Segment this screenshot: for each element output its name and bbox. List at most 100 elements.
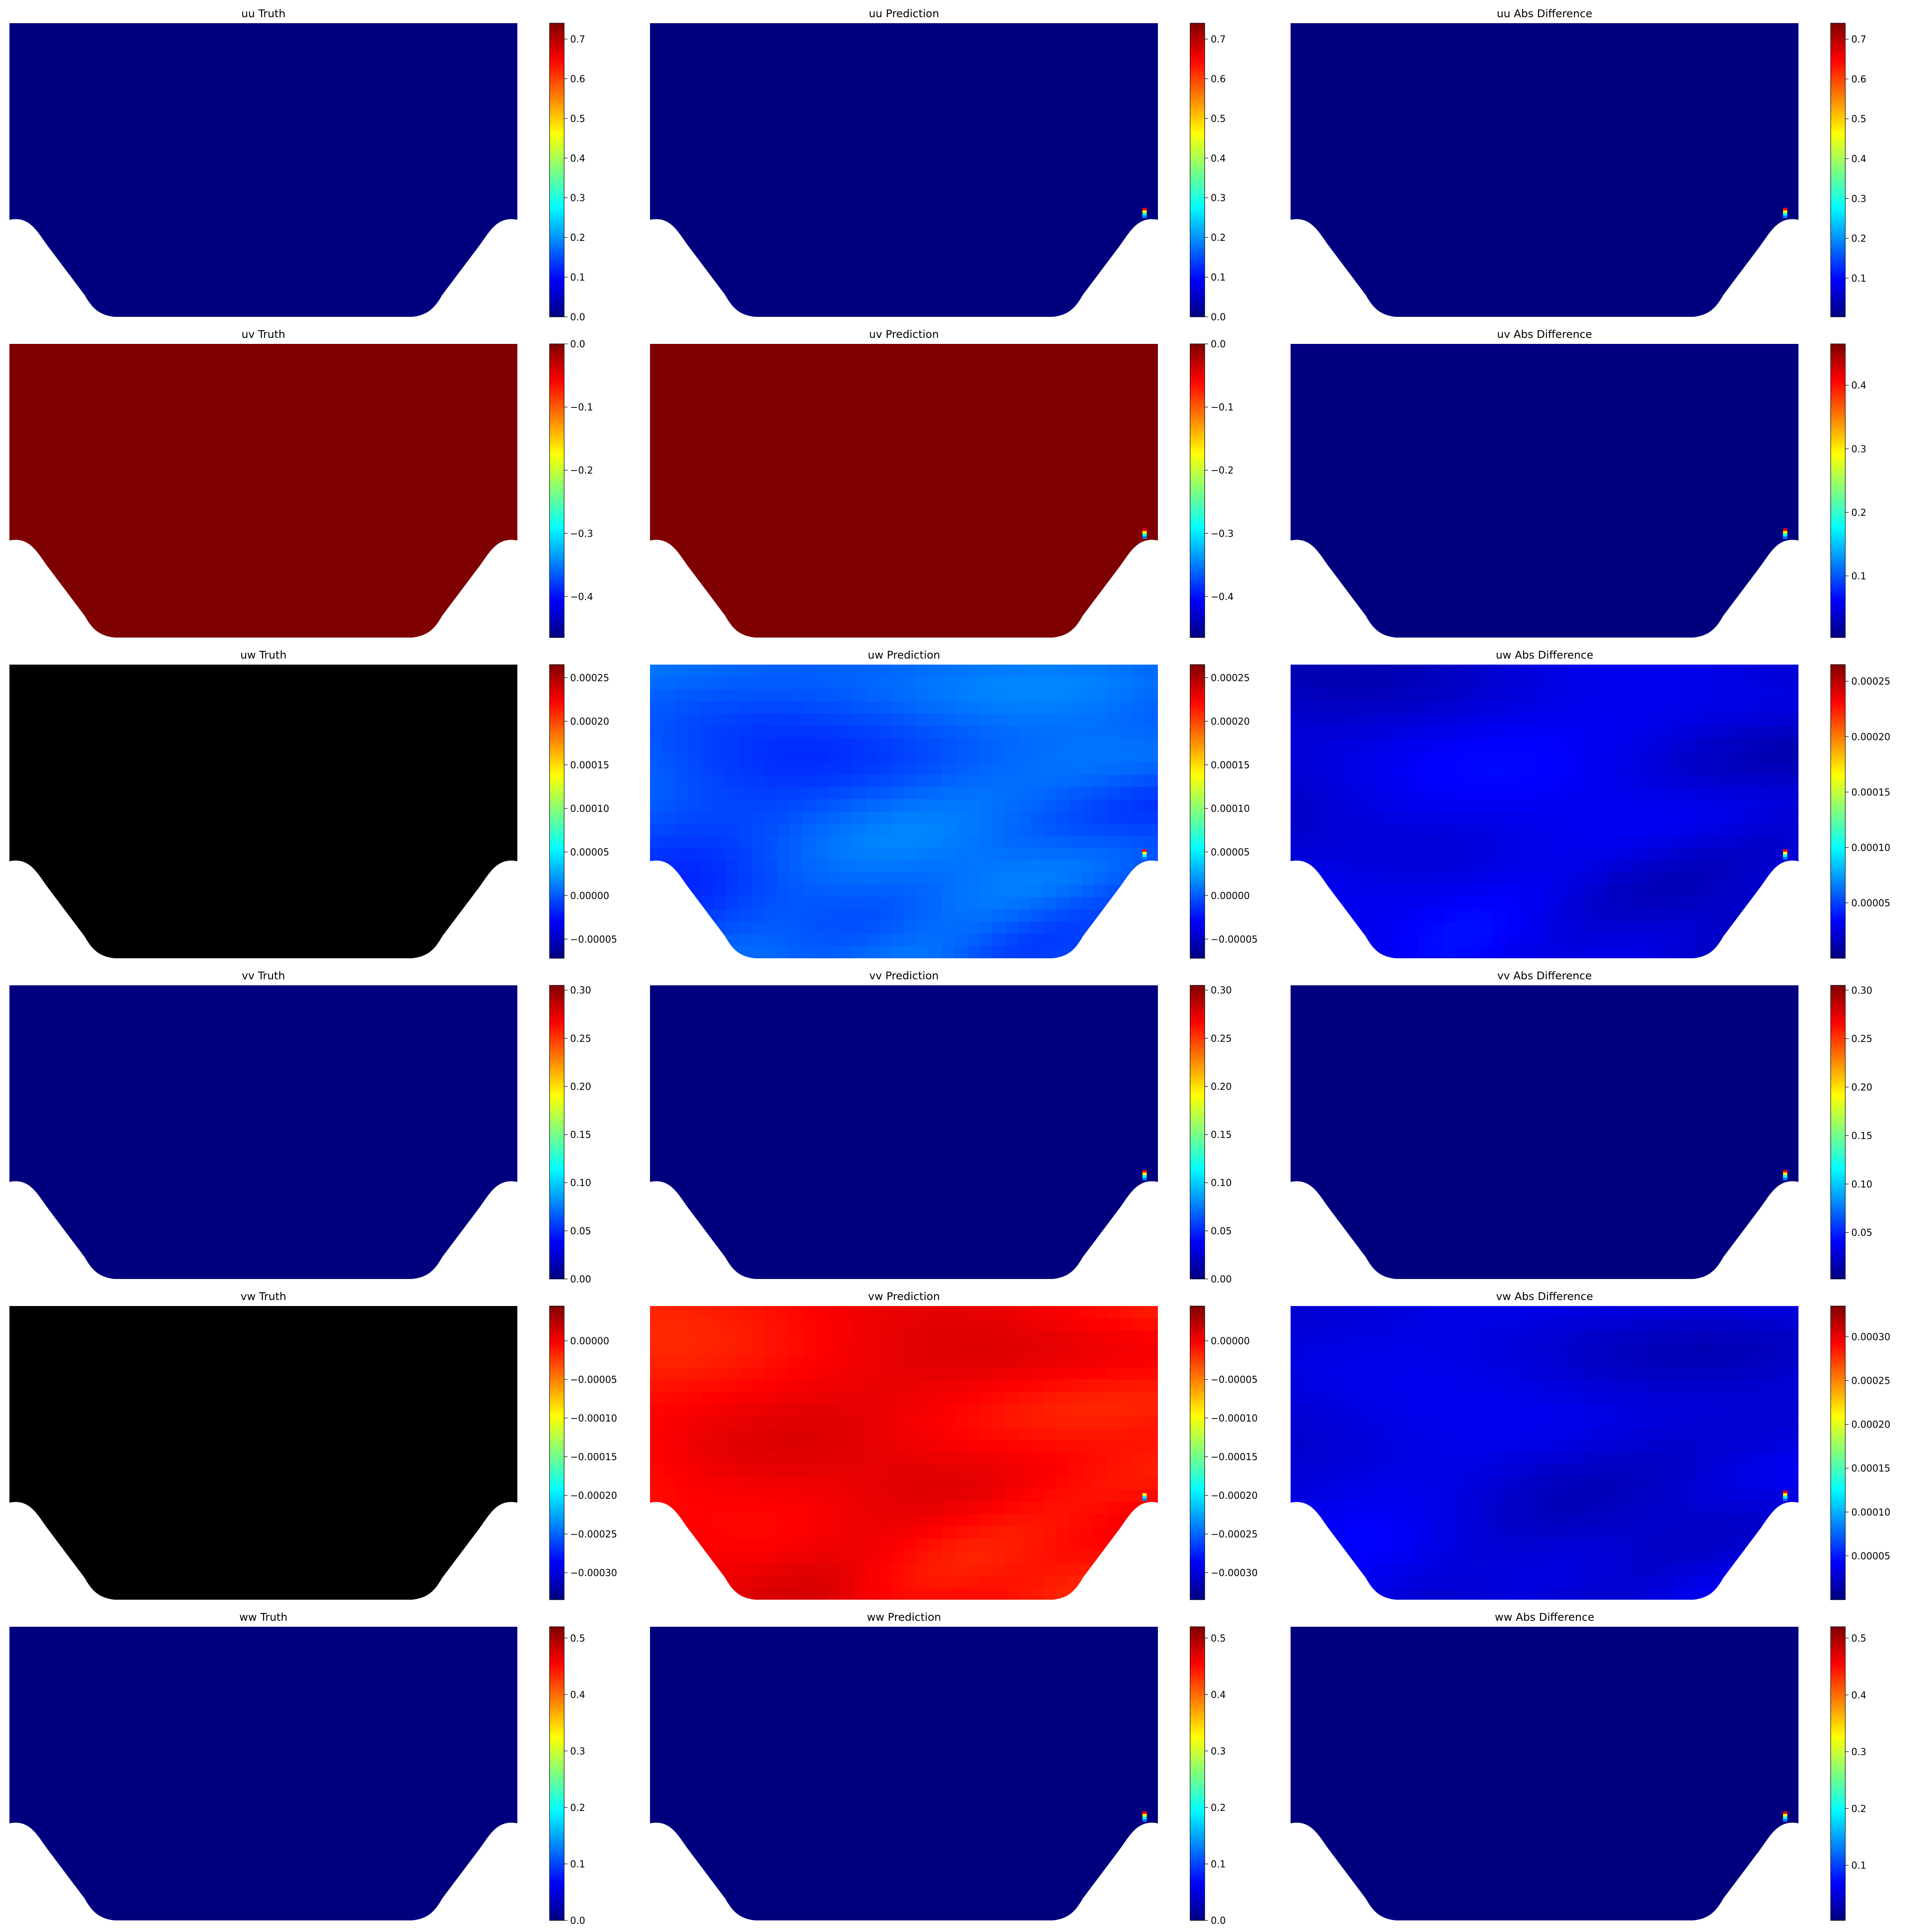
heatmap-cell (1531, 1416, 1545, 1429)
heatmap-cell (1303, 738, 1316, 751)
heatmap-cell (891, 750, 905, 763)
heatmap-cell (1684, 799, 1698, 812)
heatmap-cell (1608, 1526, 1621, 1539)
heatmap-cell (1120, 836, 1133, 849)
hotspot-cell (1142, 1493, 1147, 1496)
heatmap-cell (1341, 848, 1355, 861)
heatmap-cell (929, 701, 943, 714)
heatmap-cell (688, 1453, 702, 1466)
heatmap-cell (1443, 1489, 1456, 1502)
heatmap-cell (662, 1465, 676, 1478)
heatmap-cell (1303, 750, 1316, 763)
heatmap-cell (840, 689, 854, 702)
panel-uw-truth: uw Truth−0.000050.000000.000050.000100.0… (9, 649, 617, 959)
heatmap-cell (904, 665, 917, 677)
heatmap-cell (790, 1404, 803, 1417)
heatmap-cell (954, 1440, 968, 1453)
heatmap-cell (942, 799, 955, 812)
heatmap-cell (1379, 1331, 1393, 1343)
hotspot-cell (1142, 1496, 1147, 1498)
heatmap-cell (1443, 1526, 1456, 1539)
heatmap-cell (1043, 848, 1057, 861)
heatmap-cell (917, 836, 930, 849)
heatmap-cell (891, 1318, 905, 1331)
heatmap-cell (917, 885, 930, 898)
heatmap-cell (650, 738, 663, 751)
heatmap-cell (917, 860, 930, 873)
heatmap-cell (777, 738, 790, 751)
heatmap-cell (917, 1489, 930, 1502)
heatmap-cell (840, 1306, 854, 1319)
heatmap-cell (1056, 885, 1069, 898)
heatmap-cell (1405, 1465, 1418, 1478)
heatmap-cell (1684, 1404, 1698, 1417)
heatmap-cell (1145, 1343, 1158, 1355)
heatmap-cell (1430, 1453, 1443, 1466)
heatmap-cell (980, 1587, 993, 1600)
heatmap-cell (1747, 689, 1761, 702)
heatmap-cell (764, 946, 778, 958)
heatmap-cell (1481, 689, 1495, 702)
heatmap-cell (802, 823, 816, 836)
heatmap-cell (1570, 689, 1583, 702)
heatmap-cell (840, 1563, 854, 1576)
heatmap-cell (751, 1391, 765, 1404)
heatmap-cell (815, 1489, 828, 1502)
heatmap-cell (1316, 799, 1329, 812)
heatmap-cell (904, 1306, 917, 1319)
heatmap-cell (726, 750, 739, 763)
heatmap-cell (1646, 836, 1659, 849)
heatmap-cell (1316, 909, 1329, 922)
heatmap-cell (1583, 799, 1596, 812)
heatmap-cell (993, 1416, 1006, 1429)
heatmap-cell (1081, 1563, 1095, 1576)
heatmap-cell (993, 1514, 1006, 1527)
heatmap-cell (1659, 1331, 1672, 1343)
heatmap-cell (1620, 934, 1634, 947)
heatmap-cell (878, 823, 892, 836)
heatmap-cell (701, 1477, 714, 1490)
heatmap-cell (1291, 848, 1304, 861)
heatmap-cell (1786, 1502, 1798, 1515)
heatmap-cell (1328, 1331, 1342, 1343)
heatmap-cell (1069, 1551, 1082, 1564)
heatmap-cell (1018, 1563, 1032, 1576)
heatmap-cell (1494, 787, 1507, 800)
heatmap-cell (713, 897, 727, 910)
heatmap-cell (1367, 934, 1380, 947)
heatmap-cell (904, 787, 917, 800)
heatmap-cell (1608, 909, 1621, 922)
heatmap-cell (1671, 1367, 1685, 1380)
heatmap-cell (713, 1538, 727, 1551)
heatmap-cell (1531, 1453, 1545, 1466)
heatmap-cell (1468, 885, 1482, 898)
heatmap-cell (1786, 872, 1798, 885)
heatmap-cell (1494, 823, 1507, 836)
heatmap-cell (1760, 665, 1774, 677)
heatmap-cell (1557, 860, 1571, 873)
heatmap-cell (993, 946, 1006, 958)
heatmap-cell (1544, 1367, 1558, 1380)
heatmap-cell (1145, 1331, 1158, 1343)
heatmap-cell (1031, 909, 1044, 922)
heatmap-cell (675, 738, 689, 751)
heatmap-cell (1430, 897, 1443, 910)
heatmap-cell (815, 701, 828, 714)
heatmap-cell (1481, 1477, 1495, 1490)
heatmap-cell (1132, 787, 1146, 800)
heatmap-cell (942, 750, 955, 763)
heatmap-cell (1081, 1502, 1095, 1515)
heatmap-cell (675, 762, 689, 775)
heatmap-cell (1570, 762, 1583, 775)
heatmap-cell (751, 1514, 765, 1527)
heatmap-cell (840, 885, 854, 898)
heatmap-cell (1659, 1440, 1672, 1453)
heatmap-cell (1018, 1318, 1032, 1331)
heatmap-cell (942, 775, 955, 787)
heatmap-cell (1107, 823, 1121, 836)
heatmap-cell (1544, 1355, 1558, 1368)
heatmap-cell (1455, 946, 1469, 958)
heatmap-cell (764, 1355, 778, 1368)
heatmap-cell (1620, 1404, 1634, 1417)
heatmap-cell (1069, 946, 1082, 958)
